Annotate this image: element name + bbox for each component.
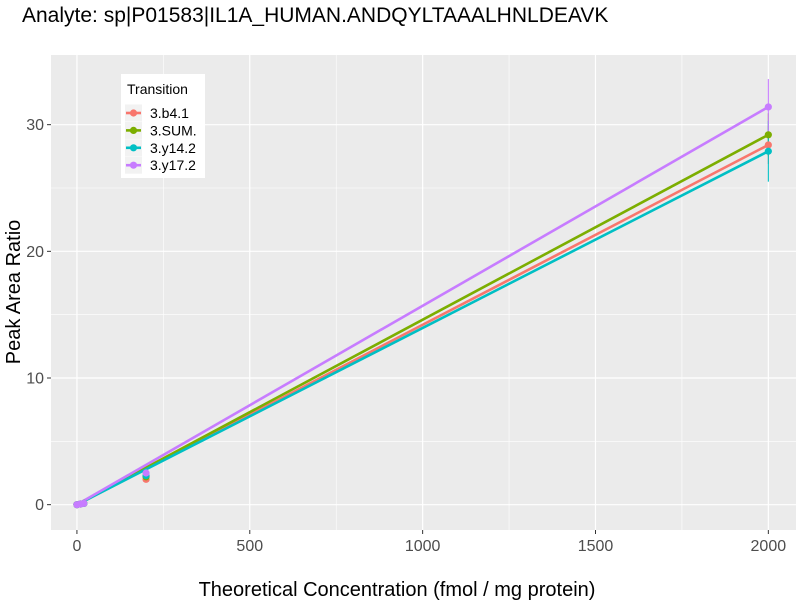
legend-title: Transition (127, 81, 188, 97)
plot-title: Analyte: sp|P01583|IL1A_HUMAN.ANDQYLTAAA… (22, 4, 608, 27)
x-tick-label: 500 (236, 538, 263, 555)
y-tick-label: 20 (26, 244, 44, 261)
legend-label-3-y17-2: 3.y17.2 (150, 157, 196, 173)
y-axis-ticks: 0 10 20 30 (26, 117, 51, 514)
legend-key-point-3-b4-1 (129, 109, 138, 117)
legend: Transition 3.b4.13.SUM. 3.y14.23.y17.2 (121, 74, 205, 178)
x-tick-label: 1500 (578, 538, 614, 555)
y-axis-title: Peak Area Ratio (3, 220, 25, 365)
x-tick-label: 1000 (405, 538, 441, 555)
legend-label-3-y14-2: 3.y14.2 (150, 140, 196, 156)
legend-label-3-sum: 3.SUM. (150, 122, 197, 138)
x-axis-ticks: 0 500 1000 1500 2000 (72, 530, 786, 555)
data-point-3-sum (764, 131, 772, 139)
legend-key-point-3-y17-2 (129, 161, 138, 169)
data-points (73, 103, 772, 509)
y-tick-label: 30 (26, 117, 44, 134)
data-point-3-y17-2 (764, 103, 772, 111)
legend-label-3-b4-1: 3.b4.1 (150, 105, 189, 121)
data-point-3-y14-2 (764, 147, 772, 155)
x-tick-label: 2000 (751, 538, 787, 555)
x-axis-title: Theoretical Concentration (fmol / mg pro… (199, 579, 596, 600)
x-tick-label: 0 (72, 538, 81, 555)
legend-key-point-3-y14-2 (129, 144, 138, 152)
y-tick-label: 0 (35, 497, 44, 514)
fit-line-3-y17-2 (76, 105, 769, 506)
fit-line-3-sum (76, 133, 769, 506)
legend-key-point-3-sum (129, 126, 138, 134)
legend-items: 3.b4.13.SUM. 3.y14.23.y17.2 (125, 104, 197, 174)
fit-line-3-y14-2 (76, 150, 769, 506)
data-point-3-b4-1 (764, 141, 772, 149)
fit-lines (76, 105, 769, 506)
y-tick-label: 10 (26, 371, 44, 388)
data-point-3-y17-2 (80, 499, 88, 507)
data-point-3-y17-2 (142, 469, 150, 477)
